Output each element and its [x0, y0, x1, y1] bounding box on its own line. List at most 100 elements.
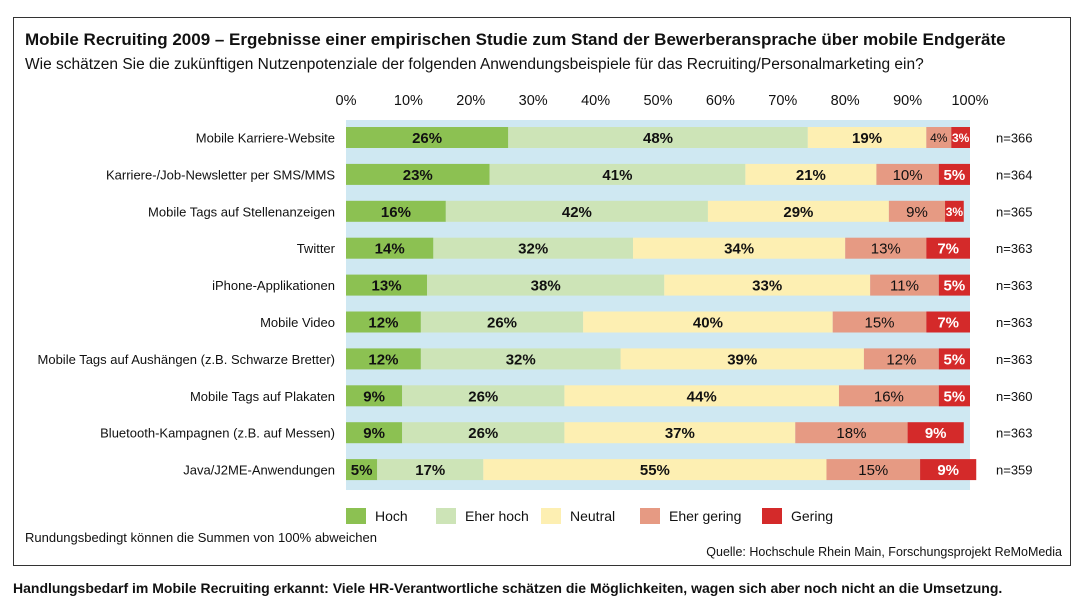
data-label: 42%	[562, 204, 592, 221]
data-label: 9%	[363, 425, 385, 442]
bar-segment	[807, 127, 927, 148]
bar-segment	[926, 127, 952, 148]
legend-item: Eher hoch	[436, 508, 529, 524]
category-label: Mobile Video	[260, 315, 335, 330]
data-label: 10%	[893, 167, 923, 184]
x-tick-label: 30%	[519, 93, 548, 109]
n-label: n=363	[996, 352, 1033, 367]
data-label: 11%	[890, 278, 919, 295]
data-label: 55%	[640, 462, 670, 479]
n-label: n=364	[996, 167, 1033, 182]
category-label: Twitter	[297, 241, 336, 256]
bar-segment	[402, 422, 565, 444]
data-label: 3%	[946, 205, 964, 219]
bar-segment	[832, 311, 927, 333]
data-label: 26%	[468, 388, 498, 405]
data-label: 9%	[925, 425, 947, 442]
data-label: 38%	[531, 278, 561, 295]
source-note: Quelle: Hochschule Rhein Main, Forschung…	[706, 545, 1062, 559]
bar-segment	[826, 459, 921, 481]
data-label: 5%	[944, 167, 966, 184]
bar-segment	[583, 311, 833, 333]
x-tick-label: 70%	[768, 93, 797, 109]
x-tick-label: 50%	[643, 93, 672, 109]
legend-label: Gering	[791, 508, 834, 524]
data-label: 3%	[952, 131, 970, 145]
data-label: 29%	[783, 204, 813, 221]
bar-segment	[346, 311, 421, 333]
data-label: 39%	[727, 351, 757, 368]
bar-segment	[926, 237, 970, 259]
data-label: 9%	[937, 462, 959, 479]
legend-swatch	[346, 508, 366, 524]
data-label: 48%	[643, 130, 673, 147]
data-label: 21%	[796, 167, 826, 184]
bar-segment	[633, 237, 846, 259]
x-tick-label: 0%	[336, 93, 357, 109]
category-label: Karriere-/Job-Newsletter per SMS/MMS	[106, 167, 335, 182]
rounding-note: Rundungsbedingt können die Summen von 10…	[25, 530, 377, 545]
data-label: 15%	[865, 315, 895, 332]
data-label: 16%	[381, 204, 411, 221]
bar-segment	[483, 459, 827, 481]
category-label: Mobile Tags auf Stellenanzeigen	[148, 204, 335, 219]
x-tick-label: 80%	[831, 93, 860, 109]
chart-title: Mobile Recruiting 2009 – Ergebnisse eine…	[25, 30, 1006, 49]
bar-segment	[945, 200, 964, 222]
data-label: 17%	[415, 462, 445, 479]
bar-segment	[564, 385, 839, 407]
bar-segment	[346, 385, 403, 407]
bar-segment	[489, 163, 746, 185]
data-label: 26%	[487, 315, 517, 332]
bar-segment	[920, 459, 977, 481]
legend-label: Eher gering	[669, 508, 742, 524]
data-label: 9%	[363, 388, 385, 405]
legend-item: Eher gering	[640, 508, 741, 524]
bar-segment	[508, 127, 808, 148]
data-label: 4%	[930, 131, 948, 145]
bar-segment	[870, 274, 939, 296]
bar-segment	[926, 311, 970, 333]
data-label: 5%	[351, 462, 373, 479]
data-label: 5%	[944, 278, 966, 295]
bar-segment	[420, 348, 621, 370]
legend-label: Neutral	[570, 508, 616, 524]
data-label: 32%	[518, 241, 548, 258]
bar-segment	[427, 274, 665, 296]
bar-segment	[402, 385, 565, 407]
stacked-bar-chart: 0% 10% 20% 30% 40% 50% 60% 70% 80% 90% 100% Mobile …	[38, 93, 1033, 490]
data-label: 41%	[602, 167, 632, 184]
chart-subtitle: Wie schätzen Sie die zukünftigen Nutzenp…	[25, 56, 924, 73]
x-tick-label: 20%	[456, 93, 485, 109]
legend-swatch	[541, 508, 561, 524]
n-label: n=363	[996, 241, 1033, 256]
bar-segment	[845, 237, 927, 259]
bar-segment	[888, 200, 946, 222]
legend-swatch	[640, 508, 660, 524]
data-label: 34%	[724, 241, 754, 258]
bar-segment	[346, 237, 434, 259]
n-label: n=363	[996, 315, 1033, 330]
figure-caption: Handlungsbedarf im Mobile Recruiting erk…	[13, 580, 1003, 596]
x-tick-label: 100%	[951, 93, 988, 109]
legend-swatch	[436, 508, 456, 524]
x-tick-label: 60%	[706, 93, 735, 109]
bar-segment	[346, 422, 403, 444]
data-label: 15%	[858, 462, 888, 479]
data-label: 26%	[412, 130, 442, 147]
bar-segment	[620, 348, 864, 370]
bar-segment	[420, 311, 584, 333]
x-tick-label: 40%	[581, 93, 610, 109]
bar-segment	[346, 274, 428, 296]
category-label: Mobile Tags auf Aushängen (z.B. Schwarze…	[38, 352, 335, 367]
x-tick-label: 10%	[394, 93, 423, 109]
bar-segment	[951, 127, 970, 148]
legend-item: Hoch	[346, 508, 408, 524]
bar-segment	[346, 459, 378, 481]
bar-segment	[838, 385, 939, 407]
data-label: 14%	[375, 241, 405, 258]
data-label: 37%	[665, 425, 695, 442]
legend-label: Hoch	[375, 508, 408, 524]
data-label: 44%	[687, 388, 717, 405]
category-label: iPhone-Applikationen	[212, 278, 335, 293]
